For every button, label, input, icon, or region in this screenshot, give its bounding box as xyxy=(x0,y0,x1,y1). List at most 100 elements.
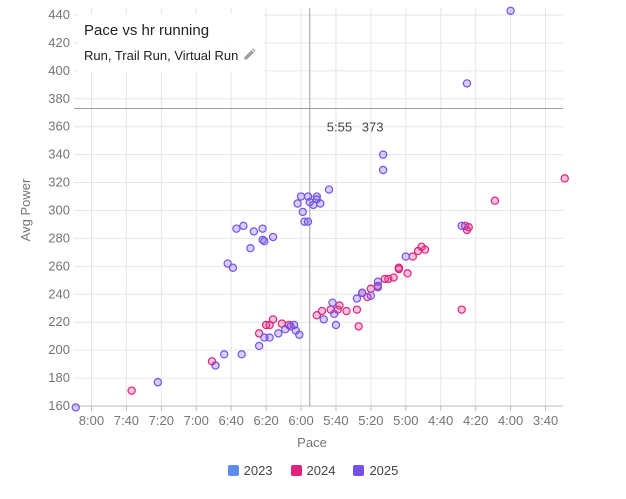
data-point-2024[interactable] xyxy=(366,284,376,293)
data-point-2025[interactable] xyxy=(258,224,267,233)
data-point-2024[interactable] xyxy=(403,269,412,278)
data-point-2025[interactable] xyxy=(373,283,383,292)
y-tick-label: 380 xyxy=(48,91,70,106)
data-point-2024[interactable] xyxy=(394,263,404,272)
data-point-2025[interactable] xyxy=(295,330,304,339)
x-tick-label: 7:20 xyxy=(149,413,174,428)
data-point-2024[interactable] xyxy=(490,196,500,205)
data-point-2025[interactable] xyxy=(303,217,313,226)
x-tick-label: 5:40 xyxy=(323,413,348,428)
data-point-2025[interactable] xyxy=(246,243,255,253)
y-tick-label: 340 xyxy=(48,147,70,162)
legend-item-2024[interactable]: 2024 xyxy=(290,463,336,478)
legend-swatch xyxy=(227,465,239,476)
y-tick-label: 280 xyxy=(48,230,70,245)
y-tick-label: 160 xyxy=(48,398,70,413)
data-point-2025[interactable] xyxy=(324,185,334,194)
y-tick-label: 440 xyxy=(48,7,70,22)
y-tick-label: 300 xyxy=(48,202,70,217)
data-point-2025[interactable] xyxy=(316,199,325,208)
data-point-2024[interactable] xyxy=(335,301,344,310)
data-point-2025[interactable] xyxy=(312,192,321,201)
data-point-2025[interactable] xyxy=(265,333,274,342)
data-point-2025[interactable] xyxy=(506,6,515,15)
data-point-2025[interactable] xyxy=(71,403,80,412)
data-point-2025[interactable] xyxy=(330,309,339,319)
data-point-2025[interactable] xyxy=(331,320,341,330)
x-tick-label: 4:40 xyxy=(428,413,453,428)
data-point-2025[interactable] xyxy=(401,252,411,261)
chart-legend: 2023 2024 2025 xyxy=(0,463,626,478)
chart-title-box: Pace vs hr running Run, Trail Run, Virtu… xyxy=(78,14,264,72)
data-point-2025[interactable] xyxy=(260,237,269,246)
x-tick-label: 6:00 xyxy=(288,413,313,428)
data-point-2025[interactable] xyxy=(328,298,337,307)
data-point-2025[interactable] xyxy=(378,150,388,159)
data-point-2025[interactable] xyxy=(274,329,283,338)
x-tick-label: 8:00 xyxy=(79,413,104,428)
y-tick-label: 420 xyxy=(48,35,70,50)
data-point-2024[interactable] xyxy=(342,306,351,316)
data-point-2025[interactable] xyxy=(378,165,388,175)
data-point-2025[interactable] xyxy=(268,232,278,242)
data-point-2024[interactable] xyxy=(464,223,473,232)
data-point-2024[interactable] xyxy=(354,322,363,331)
x-tick-label: 3:40 xyxy=(533,413,558,428)
data-point-2024[interactable] xyxy=(420,245,430,254)
legend-label: 2025 xyxy=(369,463,399,478)
x-tick-label: 4:00 xyxy=(498,413,523,428)
x-tick-label: 7:40 xyxy=(114,413,139,428)
data-point-2025[interactable] xyxy=(232,224,241,233)
y-axis-ticks: 160 180 200 220 240 260 280 300 320 340 360 380 400 4… xyxy=(48,7,70,413)
y-tick-label: 400 xyxy=(48,63,70,78)
legend-swatch xyxy=(353,465,365,476)
data-point-2025[interactable] xyxy=(249,227,259,236)
data-point-2024[interactable] xyxy=(560,174,569,183)
x-tick-label: 4:20 xyxy=(463,413,488,428)
legend-item-2025[interactable]: 2025 xyxy=(353,463,398,478)
chart-title: Pace vs hr running xyxy=(84,22,210,39)
data-point-2025[interactable] xyxy=(219,350,229,359)
data-point-2025[interactable] xyxy=(239,221,248,231)
legend-swatch xyxy=(290,465,302,476)
data-point-2025[interactable] xyxy=(211,361,220,370)
data-point-2025[interactable] xyxy=(352,294,362,303)
data-point-2024[interactable] xyxy=(317,306,327,316)
data-point-2025[interactable] xyxy=(366,291,376,300)
x-axis-title: Pace xyxy=(297,435,327,450)
grid xyxy=(74,8,563,407)
data-point-2025[interactable] xyxy=(254,341,264,351)
data-point-2024[interactable] xyxy=(457,305,466,314)
y-tick-label: 360 xyxy=(48,119,70,134)
data-point-2025[interactable] xyxy=(296,192,306,201)
data-point-2024[interactable] xyxy=(268,315,278,324)
data-point-2025[interactable] xyxy=(357,288,367,298)
legend-label: 2023 xyxy=(243,463,273,478)
data-point-2025[interactable] xyxy=(153,378,163,387)
crosshair-y-label: 373 xyxy=(362,120,384,135)
x-tick-label: 5:00 xyxy=(393,413,418,428)
data-point-2025[interactable] xyxy=(228,263,238,272)
x-tick-label: 5:20 xyxy=(358,413,383,428)
data-point-2025[interactable] xyxy=(457,221,466,231)
data-point-2025[interactable] xyxy=(298,207,307,217)
x-tick-label: 6:40 xyxy=(219,413,244,428)
data-point-2024[interactable] xyxy=(352,305,362,314)
y-tick-label: 180 xyxy=(48,370,70,385)
chart-subtitle: Run, Trail Run, Virtual Run xyxy=(84,48,239,63)
data-point-2025[interactable] xyxy=(319,315,328,324)
x-axis-ticks: 8:00 7:40 7:20 7:00 6:40 6:20 6:00 5:40 5:20 5:00… xyxy=(79,406,558,428)
x-tick-label: 6:20 xyxy=(253,413,278,428)
data-point-2024[interactable] xyxy=(127,386,136,395)
y-tick-label: 220 xyxy=(48,314,70,329)
data-point-2025[interactable] xyxy=(293,199,302,208)
data-point-2025[interactable] xyxy=(462,79,472,88)
data-point-2025[interactable] xyxy=(237,350,246,359)
data-point-2024[interactable] xyxy=(389,273,398,282)
crosshair-x-label: 5:55 xyxy=(327,120,352,135)
legend-item-2023[interactable]: 2023 xyxy=(227,463,273,478)
legend-label: 2024 xyxy=(306,463,336,478)
y-tick-label: 200 xyxy=(48,342,70,357)
pencil-icon[interactable] xyxy=(242,48,256,62)
